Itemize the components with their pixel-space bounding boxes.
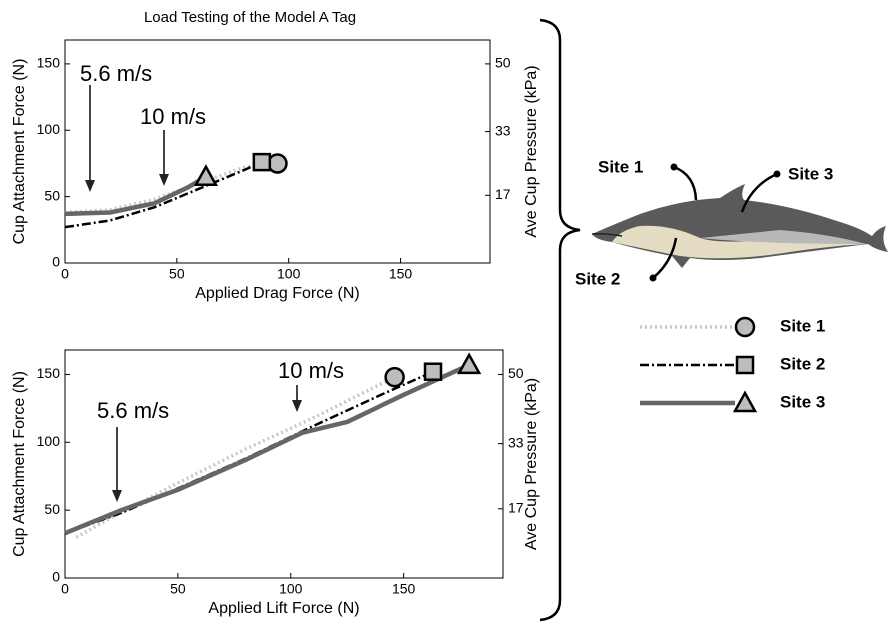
- y-axis-label: Cup Attachment Force (N): [11, 59, 28, 245]
- marker: [252, 152, 272, 172]
- series-line: [64, 174, 208, 217]
- marker: [193, 164, 219, 186]
- x-axis-label: Applied Lift Force (N): [208, 600, 359, 617]
- arrow-head: [85, 180, 95, 192]
- site-label: Site 2: [575, 269, 620, 288]
- y-tick-label: 100: [37, 433, 61, 449]
- marker: [734, 316, 756, 338]
- y-tick-label: 150: [37, 365, 61, 381]
- x-tick-label: 0: [61, 581, 69, 597]
- x-tick-label: 0: [61, 266, 69, 282]
- marker: [267, 153, 288, 174]
- plot-frame: [64, 39, 491, 264]
- y-tick-label: 50: [44, 501, 60, 517]
- marker: [457, 352, 482, 375]
- annotation: 10 m/s: [140, 104, 206, 129]
- brace: [539, 18, 581, 622]
- y2-tick-label: 50: [495, 55, 511, 71]
- site-dots: [649, 163, 781, 282]
- y2-axis-label: Ave Cup Pressure (kPa): [523, 378, 540, 550]
- y2-tick-label: 33: [508, 434, 524, 450]
- legend-label: Site 2: [780, 354, 825, 373]
- y2-tick-label: 50: [508, 365, 524, 381]
- x-tick-label: 150: [389, 266, 413, 282]
- y-axis-label: Cup Attachment Force (N): [11, 371, 28, 557]
- marker: [423, 362, 443, 381]
- arrow-head: [112, 490, 122, 502]
- x-tick-label: 100: [277, 266, 301, 282]
- y2-tick-label: 17: [495, 186, 511, 202]
- legend-label: Site 1: [780, 316, 825, 335]
- x-axis-label: Applied Drag Force (N): [195, 285, 360, 302]
- y-tick-label: 50: [44, 187, 60, 203]
- marker: [735, 355, 755, 375]
- series-line: [75, 375, 396, 539]
- site-label: Site 3: [788, 164, 833, 183]
- series-line: [64, 362, 471, 536]
- y-tick-label: 0: [52, 569, 60, 585]
- y2-tick-label: 33: [495, 122, 511, 138]
- chart-title: Load Testing of the Model A Tag: [144, 9, 356, 26]
- arrow-head: [159, 174, 169, 186]
- y-tick-label: 100: [37, 121, 61, 137]
- series-line: [64, 161, 278, 215]
- marker: [732, 390, 758, 413]
- series-line: [64, 160, 263, 229]
- y-tick-label: 0: [52, 254, 60, 270]
- x-tick-label: 150: [392, 581, 416, 597]
- y2-tick-label: 17: [508, 499, 524, 515]
- x-tick-label: 100: [279, 581, 303, 597]
- annotation: 10 m/s: [278, 358, 344, 383]
- annotation: 5.6 m/s: [97, 398, 169, 423]
- x-tick-label: 50: [169, 266, 185, 282]
- legend-label: Site 3: [780, 392, 825, 411]
- y-tick-label: 150: [37, 55, 61, 71]
- arrow-head: [292, 400, 302, 412]
- x-tick-label: 50: [170, 581, 186, 597]
- marker: [384, 366, 405, 388]
- dolphin: [591, 184, 888, 268]
- site-label: Site 1: [598, 157, 643, 176]
- site-pointers: [652, 165, 778, 279]
- y2-axis-label: Ave Cup Pressure (kPa): [523, 65, 540, 237]
- plot-frame: [64, 349, 504, 579]
- annotation: 5.6 m/s: [80, 61, 152, 86]
